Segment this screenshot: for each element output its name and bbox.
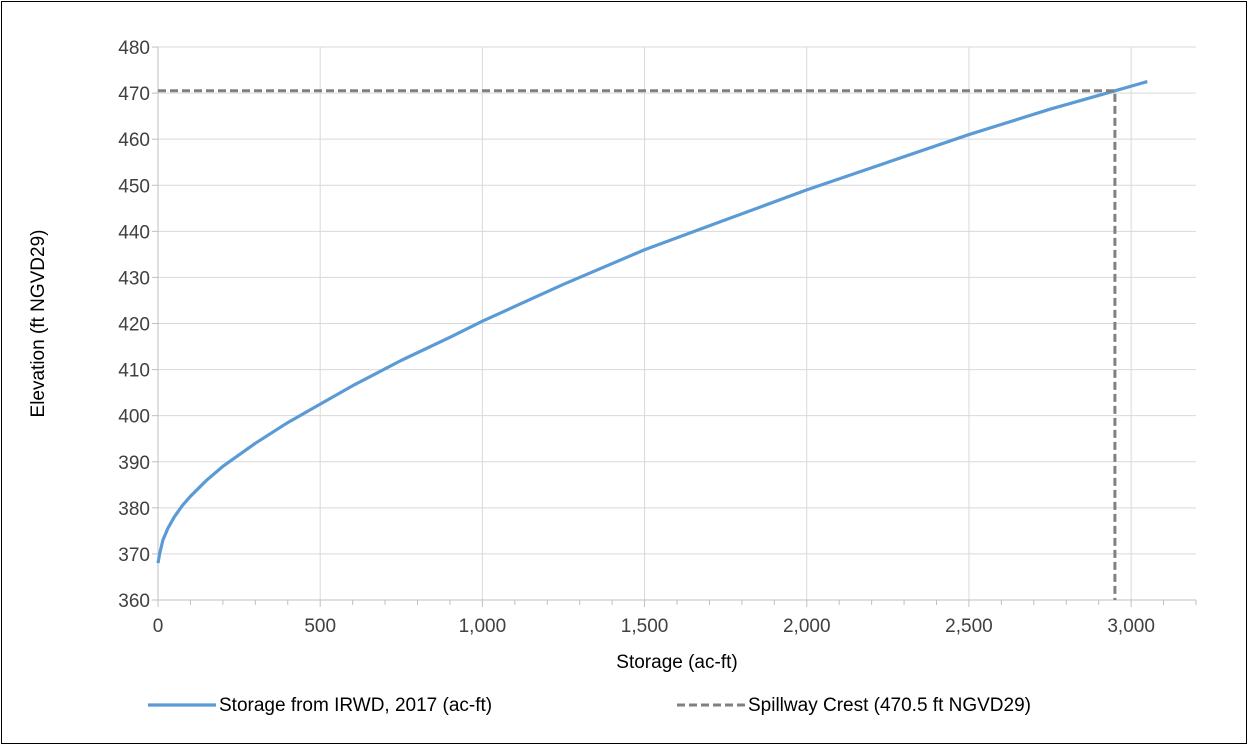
legend-label-spillway: Spillway Crest (470.5 ft NGVD29) xyxy=(748,695,1031,716)
axes xyxy=(152,46,1197,607)
series-line-storage xyxy=(156,80,1148,564)
series-lines xyxy=(156,80,1148,600)
y-tick-label: 450 xyxy=(118,176,150,197)
x-tick-label: 500 xyxy=(304,616,336,637)
legend-label-storage: Storage from IRWD, 2017 (ac-ft) xyxy=(219,695,492,716)
y-tick-label: 390 xyxy=(118,453,150,474)
x-axis-title: Storage (ac-ft) xyxy=(616,652,737,673)
x-tick-label: 0 xyxy=(153,616,164,637)
y-tick-label: 400 xyxy=(118,407,150,428)
y-tick-label: 410 xyxy=(118,361,150,382)
y-tick-label: 470 xyxy=(118,84,150,105)
y-tick-label: 430 xyxy=(118,268,150,289)
x-tick-label: 1,000 xyxy=(459,616,507,637)
tick-labels: 360 370 380 390 400 410 420 430 440 450 460 470 480 0… xyxy=(118,38,1155,637)
legend: Storage from IRWD, 2017 (ac-ft) Spillway… xyxy=(148,695,1031,716)
y-tick-label: 480 xyxy=(118,38,150,59)
series-line-spillway xyxy=(158,89,1117,600)
x-tick-label: 2,000 xyxy=(783,616,831,637)
y-axis-title: Elevation (ft NGVD29) xyxy=(28,230,49,418)
y-tick-label: 380 xyxy=(118,499,150,520)
y-tick-label: 360 xyxy=(118,591,150,612)
x-tick-label: 3,000 xyxy=(1107,616,1155,637)
y-tick-label: 420 xyxy=(118,315,150,336)
y-tick-label: 440 xyxy=(118,222,150,243)
y-tick-label: 370 xyxy=(118,545,150,566)
x-tick-label: 1,500 xyxy=(621,616,669,637)
x-tick-label: 2,500 xyxy=(945,616,993,637)
grid-lines xyxy=(158,46,1196,600)
y-tick-label: 460 xyxy=(118,130,150,151)
